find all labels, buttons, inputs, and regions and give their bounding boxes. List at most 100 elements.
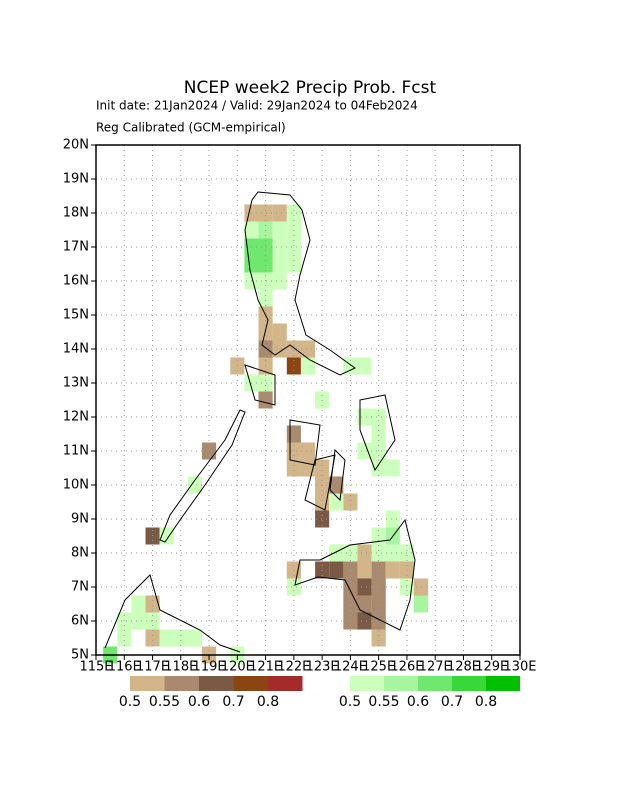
y-tick-label: 10N: [63, 478, 89, 493]
colorbar-box: [452, 676, 486, 691]
subtitle: Init date: 21Jan2024 / Valid: 29Jan2024 …: [96, 99, 418, 113]
coastline: [294, 518, 416, 631]
colorbar-label: 0.7: [441, 694, 463, 710]
prob-cell: [272, 255, 287, 273]
prob-cell: [371, 425, 386, 443]
prob-cell: [272, 340, 287, 358]
prob-cell: [371, 578, 386, 596]
prob-cell: [258, 340, 273, 358]
x-tick-label: 122E: [277, 660, 310, 675]
x-tick-label: 128E: [447, 660, 480, 675]
prob-cell: [244, 255, 259, 273]
prob-cell: [385, 544, 400, 562]
y-tick-label: 12N: [63, 410, 89, 425]
prob-cell: [272, 204, 287, 222]
y-tick-label: 17N: [63, 240, 89, 255]
prob-cell: [343, 493, 358, 511]
prob-cell: [329, 561, 344, 579]
y-tick-label: 6N: [71, 614, 89, 629]
prob-cell: [357, 612, 372, 630]
colorbar-label: 0.55: [149, 694, 180, 710]
y-tick-label: 5N: [71, 648, 89, 663]
prob-cell: [159, 629, 174, 647]
x-tick-label: 125E: [362, 660, 395, 675]
prob-cell: [286, 204, 301, 222]
prob-cell: [371, 595, 386, 613]
coastline: [289, 419, 321, 466]
coastline: [304, 454, 336, 511]
x-tick-label: 118E: [164, 660, 197, 675]
x-tick-label: 123E: [306, 660, 339, 675]
colorbar-label: 0.8: [475, 694, 497, 710]
prob-cell: [357, 561, 372, 579]
colorbar-box: [268, 676, 303, 691]
prob-cell: [315, 459, 330, 477]
prob-cell: [272, 323, 287, 341]
colorbar-box: [233, 676, 268, 691]
prob-cell: [258, 374, 273, 392]
note: Reg Calibrated (GCM-empirical): [96, 121, 286, 135]
coastline: [244, 191, 356, 376]
prob-cell: [357, 442, 372, 460]
colorbar-label: 0.5: [339, 694, 361, 710]
colorbar-box: [486, 676, 520, 691]
prob-cell: [286, 578, 301, 596]
prob-cell: [385, 459, 400, 477]
prob-cell: [286, 255, 301, 273]
y-tick-label: 16N: [63, 274, 89, 289]
colorbar-box: [164, 676, 199, 691]
colorbar-box: [418, 676, 452, 691]
y-tick-label: 14N: [63, 342, 89, 357]
title: NCEP week2 Precip Prob. Fcst: [184, 78, 437, 98]
prob-cell: [272, 238, 287, 256]
colorbar-label: 0.55: [368, 694, 399, 710]
prob-cell: [145, 595, 160, 613]
prob-cell: [187, 476, 202, 494]
prob-cell: [131, 612, 146, 630]
coastline: [329, 448, 346, 502]
x-tick-label: 129E: [475, 660, 508, 675]
map-frame: [95, 144, 521, 656]
y-tick-label: 18N: [63, 206, 89, 221]
prob-cell: [300, 357, 316, 375]
prob-cell: [272, 272, 287, 290]
coastline: [244, 364, 276, 406]
prob-cell: [371, 408, 386, 426]
prob-cell: [357, 357, 372, 375]
y-tick-label: 8N: [71, 546, 89, 561]
x-tick-label: 124E: [334, 660, 367, 675]
prob-cell: [315, 510, 330, 528]
prob-cell: [258, 289, 273, 307]
y-tick-label: 7N: [71, 580, 89, 595]
prob-cell: [244, 221, 259, 239]
prob-cell: [117, 629, 132, 647]
prob-cell: [286, 425, 301, 443]
y-tick-label: 13N: [63, 376, 89, 391]
prob-cell: [371, 629, 386, 647]
colorbar-label: 0.7: [222, 694, 244, 710]
prob-cell: [357, 408, 372, 426]
colorbar-label: 0.6: [188, 694, 210, 710]
prob-cell: [343, 595, 358, 613]
prob-cell: [300, 442, 316, 460]
prob-cell: [173, 629, 188, 647]
prob-cell: [371, 459, 386, 477]
prob-cell: [357, 595, 372, 613]
prob-cell: [131, 595, 146, 613]
x-tick-label: 121E: [249, 660, 282, 675]
coastlines: [104, 191, 416, 653]
y-tick-label: 9N: [71, 512, 89, 527]
grid: [95, 144, 521, 656]
x-tick-label: 119E: [193, 660, 226, 675]
colorbar-box: [199, 676, 234, 691]
prob-cell: [343, 544, 358, 562]
x-tick-label: 130E: [503, 660, 536, 675]
prob-cell: [258, 238, 273, 256]
y-tick-label: 20N: [63, 138, 89, 153]
colorbar-label: 0.6: [407, 694, 429, 710]
colorbar-box: [350, 676, 384, 691]
y-tick-label: 19N: [63, 172, 89, 187]
